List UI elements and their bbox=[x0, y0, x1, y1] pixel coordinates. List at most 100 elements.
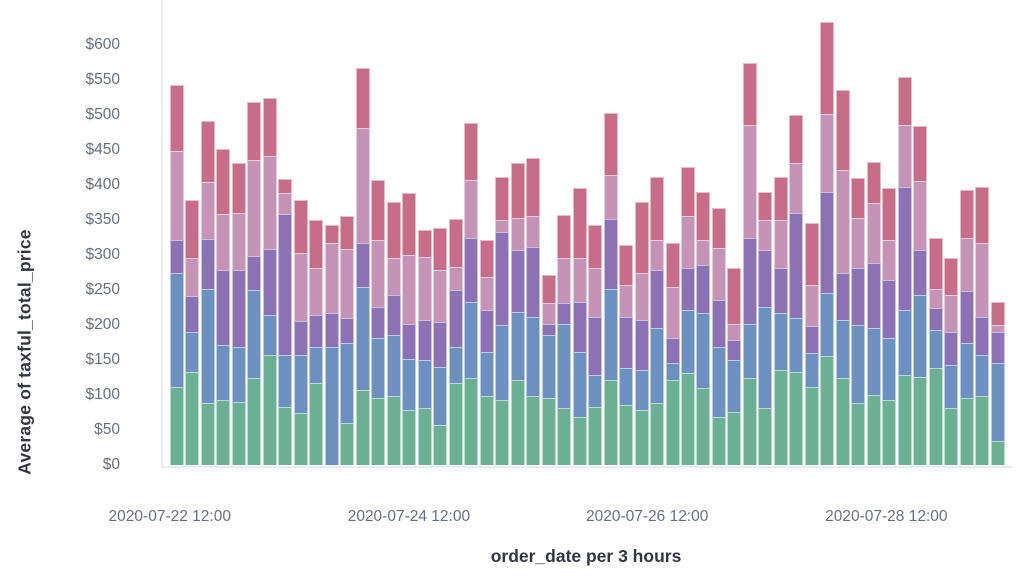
bar-segment-series-5-rose[interactable] bbox=[247, 101, 262, 160]
bar-segment-series-3-purple[interactable] bbox=[448, 289, 463, 347]
bar[interactable] bbox=[619, 245, 634, 465]
bar-segment-series-3-purple[interactable] bbox=[990, 331, 1005, 364]
bar-segment-series-1-green[interactable] bbox=[541, 398, 556, 465]
bar[interactable] bbox=[665, 243, 680, 465]
bar-segment-series-2-blue[interactable] bbox=[557, 323, 572, 409]
bar-segment-series-1-green[interactable] bbox=[479, 396, 494, 465]
bar-segment-series-4-pink[interactable] bbox=[557, 258, 572, 304]
bar-segment-series-3-purple[interactable] bbox=[495, 231, 510, 325]
bar-segment-series-1-green[interactable] bbox=[557, 408, 572, 465]
bar-segment-series-3-purple[interactable] bbox=[340, 317, 355, 344]
bar-segment-series-5-rose[interactable] bbox=[479, 240, 494, 277]
bar-segment-series-2-blue[interactable] bbox=[990, 363, 1005, 441]
bar-segment-series-4-pink[interactable] bbox=[665, 287, 680, 339]
bar-segment-series-4-pink[interactable] bbox=[959, 238, 974, 292]
bar-segment-series-1-green[interactable] bbox=[742, 378, 757, 465]
bar-segment-series-4-pink[interactable] bbox=[634, 273, 649, 321]
bar-segment-series-1-green[interactable] bbox=[634, 409, 649, 465]
bar-segment-series-5-rose[interactable] bbox=[835, 89, 850, 171]
bar[interactable] bbox=[882, 188, 897, 465]
bar-segment-series-1-green[interactable] bbox=[959, 398, 974, 465]
bar-segment-series-5-rose[interactable] bbox=[711, 208, 726, 248]
bar-segment-series-2-blue[interactable] bbox=[680, 310, 695, 374]
bar-segment-series-2-blue[interactable] bbox=[882, 338, 897, 400]
bar-segment-series-1-green[interactable] bbox=[386, 396, 401, 465]
bar-segment-series-3-purple[interactable] bbox=[835, 273, 850, 321]
bar[interactable] bbox=[851, 177, 866, 465]
bar-segment-series-2-blue[interactable] bbox=[928, 329, 943, 369]
bar[interactable] bbox=[680, 166, 695, 465]
bar[interactable] bbox=[572, 188, 587, 465]
bar[interactable] bbox=[711, 208, 726, 465]
bar-segment-series-2-blue[interactable] bbox=[572, 351, 587, 417]
bar-segment-series-5-rose[interactable] bbox=[355, 67, 370, 129]
bar-segment-series-5-rose[interactable] bbox=[464, 123, 479, 180]
bar-segment-series-5-rose[interactable] bbox=[650, 176, 665, 241]
bar[interactable] bbox=[866, 161, 881, 465]
bar-segment-series-5-rose[interactable] bbox=[959, 189, 974, 239]
bar-segment-series-2-blue[interactable] bbox=[355, 287, 370, 391]
bar-segment-series-5-rose[interactable] bbox=[309, 219, 324, 269]
bar-segment-series-4-pink[interactable] bbox=[185, 258, 200, 296]
bar-segment-series-5-rose[interactable] bbox=[696, 191, 711, 241]
bar-segment-series-3-purple[interactable] bbox=[619, 316, 634, 369]
bar-segment-series-4-pink[interactable] bbox=[758, 219, 773, 251]
bar-segment-series-5-rose[interactable] bbox=[773, 176, 788, 220]
bar-segment-series-4-pink[interactable] bbox=[851, 217, 866, 269]
bar-segment-series-1-green[interactable] bbox=[650, 403, 665, 465]
bar-segment-series-4-pink[interactable] bbox=[541, 303, 556, 324]
bar-segment-series-5-rose[interactable] bbox=[216, 149, 231, 214]
bar-segment-series-3-purple[interactable] bbox=[727, 339, 742, 360]
bar-segment-series-2-blue[interactable] bbox=[324, 346, 339, 465]
bar-segment-series-2-blue[interactable] bbox=[510, 311, 525, 381]
bar-segment-series-3-purple[interactable] bbox=[975, 316, 990, 356]
bar-segment-series-5-rose[interactable] bbox=[804, 223, 819, 286]
bar-segment-series-4-pink[interactable] bbox=[866, 203, 881, 264]
bar-segment-series-5-rose[interactable] bbox=[928, 238, 943, 289]
bar-segment-series-3-purple[interactable] bbox=[309, 315, 324, 347]
bar-segment-series-4-pink[interactable] bbox=[619, 285, 634, 317]
bar[interactable] bbox=[216, 149, 231, 465]
bar-segment-series-4-pink[interactable] bbox=[928, 288, 943, 309]
bar[interactable] bbox=[293, 199, 308, 465]
bar-segment-series-1-green[interactable] bbox=[835, 378, 850, 465]
bar[interactable] bbox=[990, 301, 1005, 465]
bar-segment-series-2-blue[interactable] bbox=[185, 331, 200, 372]
bar[interactable] bbox=[959, 189, 974, 465]
bar-segment-series-2-blue[interactable] bbox=[526, 316, 541, 397]
bar-segment-series-2-blue[interactable] bbox=[603, 288, 618, 381]
bar-segment-series-4-pink[interactable] bbox=[882, 240, 897, 281]
bar-segment-series-2-blue[interactable] bbox=[386, 334, 401, 397]
bar[interactable] bbox=[386, 201, 401, 465]
bar[interactable] bbox=[913, 126, 928, 465]
bar[interactable] bbox=[170, 85, 184, 465]
bar[interactable] bbox=[355, 67, 370, 465]
bar-segment-series-5-rose[interactable] bbox=[510, 163, 525, 218]
bar-segment-series-2-blue[interactable] bbox=[588, 374, 603, 407]
bar-segment-series-2-blue[interactable] bbox=[944, 364, 959, 409]
bar[interactable] bbox=[557, 215, 572, 465]
bar[interactable] bbox=[727, 268, 742, 465]
bar-segment-series-5-rose[interactable] bbox=[433, 228, 448, 270]
bar[interactable] bbox=[402, 193, 417, 465]
bar-segment-series-4-pink[interactable] bbox=[324, 243, 339, 314]
bar-segment-series-4-pink[interactable] bbox=[216, 213, 231, 271]
bar-segment-series-1-green[interactable] bbox=[464, 378, 479, 465]
bar-segment-series-4-pink[interactable] bbox=[293, 252, 308, 322]
bar-segment-series-3-purple[interactable] bbox=[680, 268, 695, 311]
bar-segment-series-3-purple[interactable] bbox=[262, 248, 277, 316]
bar-segment-series-5-rose[interactable] bbox=[572, 188, 587, 259]
bar-segment-series-4-pink[interactable] bbox=[773, 219, 788, 269]
bar-segment-series-3-purple[interactable] bbox=[882, 280, 897, 339]
bar-segment-series-2-blue[interactable] bbox=[913, 294, 928, 377]
bar-segment-series-4-pink[interactable] bbox=[495, 219, 510, 232]
bar-segment-series-5-rose[interactable] bbox=[526, 158, 541, 217]
bar-segment-series-1-green[interactable] bbox=[448, 383, 463, 465]
bar-segment-series-4-pink[interactable] bbox=[680, 216, 695, 269]
bar-segment-series-4-pink[interactable] bbox=[510, 217, 525, 251]
bar[interactable] bbox=[928, 238, 943, 465]
bar-segment-series-3-purple[interactable] bbox=[773, 268, 788, 314]
bar-segment-series-5-rose[interactable] bbox=[758, 191, 773, 220]
bar-segment-series-2-blue[interactable] bbox=[650, 327, 665, 404]
bar-segment-series-1-green[interactable] bbox=[510, 380, 525, 465]
